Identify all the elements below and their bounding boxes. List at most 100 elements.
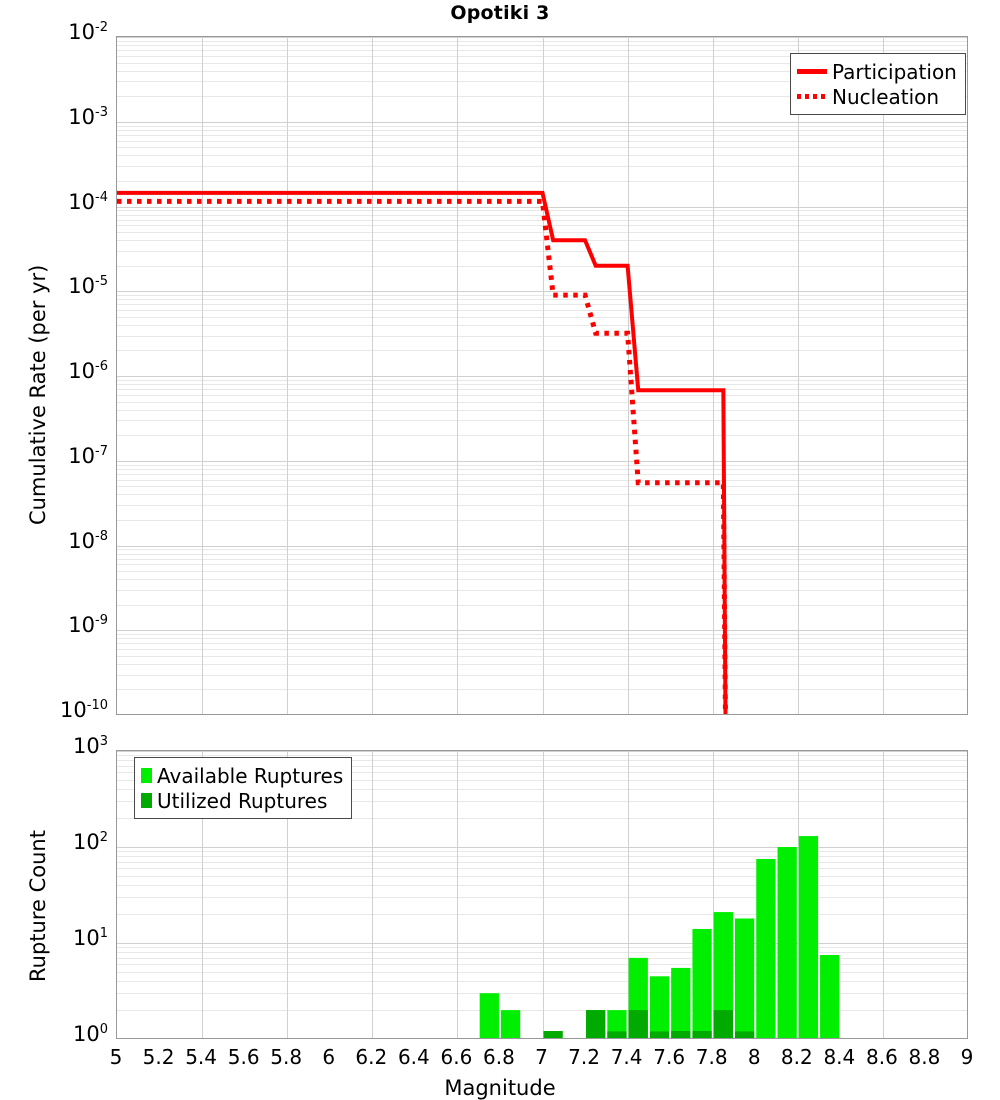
available-swatch-icon xyxy=(141,768,152,783)
legend-item-nucleation: Nucleation xyxy=(797,84,957,109)
gridline-horizontal xyxy=(117,868,967,869)
gridline-horizontal xyxy=(117,336,967,337)
y-tick-label: 10-6 xyxy=(68,359,108,383)
gridline-horizontal xyxy=(117,772,967,773)
gridline-horizontal xyxy=(117,972,967,973)
gridline-horizontal xyxy=(117,240,967,241)
gridline-vertical xyxy=(628,37,629,714)
gridline-horizontal xyxy=(117,232,967,233)
x-tick-label: 8.6 xyxy=(865,1045,898,1069)
gridline-vertical xyxy=(883,751,884,1038)
gridline-horizontal xyxy=(117,435,967,436)
gridline-horizontal xyxy=(117,505,967,506)
gridline-vertical xyxy=(202,751,203,1038)
x-tick-label: 5 xyxy=(109,1045,123,1069)
gridline-horizontal xyxy=(117,876,967,877)
y-tick-label: 103 xyxy=(72,734,108,758)
x-tick-label: 8.4 xyxy=(823,1045,856,1069)
bar-available xyxy=(734,918,755,1038)
gridline-horizontal xyxy=(117,45,967,46)
gridline-horizontal xyxy=(117,325,967,326)
gridline-horizontal xyxy=(117,546,967,547)
utilized-swatch-icon xyxy=(141,793,152,808)
legend-label-utilized-ruptures: Utilized Ruptures xyxy=(157,788,328,813)
gridline-horizontal xyxy=(117,376,967,377)
gridline-horizontal xyxy=(117,862,967,863)
gridline-horizontal xyxy=(117,465,967,466)
gridline-horizontal xyxy=(117,304,967,305)
gridline-horizontal xyxy=(117,141,967,142)
gridline-horizontal xyxy=(117,1010,967,1011)
y-tick-label: 10-3 xyxy=(68,104,108,129)
gridline-horizontal xyxy=(117,469,967,470)
x-tick-label: 7.8 xyxy=(695,1045,728,1069)
gridline-horizontal xyxy=(117,63,967,64)
gridline-horizontal xyxy=(117,155,967,156)
gridline-vertical xyxy=(202,37,203,714)
x-tick-label: 6.8 xyxy=(483,1045,515,1069)
gridline-horizontal xyxy=(117,656,967,657)
rupture-legend: Available Ruptures Utilized Ruptures xyxy=(134,757,353,819)
bar-available xyxy=(713,912,733,1038)
gridline-horizontal xyxy=(117,317,967,318)
gridline-horizontal xyxy=(117,474,967,475)
bar-available xyxy=(692,928,712,1038)
gridline-horizontal xyxy=(117,643,967,644)
bar-available xyxy=(671,967,691,1038)
gridline-horizontal xyxy=(117,751,967,752)
gridline-horizontal xyxy=(117,675,967,676)
solid-line-icon xyxy=(797,69,827,74)
x-tick-label: 7.2 xyxy=(568,1045,600,1069)
x-tick-label: 8.8 xyxy=(908,1045,941,1069)
gridline-horizontal xyxy=(117,885,967,886)
gridline-horizontal xyxy=(117,664,967,665)
gridline-horizontal xyxy=(117,480,967,481)
gridline-horizontal xyxy=(117,630,967,631)
bar-available xyxy=(798,836,819,1038)
gridline-horizontal xyxy=(117,549,967,550)
x-tick-label: 8 xyxy=(747,1045,761,1069)
y-tick-label: 10-4 xyxy=(68,189,108,214)
gridline-horizontal xyxy=(117,251,967,252)
gridline-horizontal xyxy=(117,766,967,767)
gridline-horizontal xyxy=(117,56,967,57)
gridline-horizontal xyxy=(117,564,967,565)
gridline-vertical xyxy=(798,751,799,1038)
gridline-horizontal xyxy=(117,486,967,487)
y-tick-label: 102 xyxy=(72,830,108,854)
legend-item-available-ruptures: Available Ruptures xyxy=(141,763,343,788)
gridline-vertical xyxy=(372,751,373,1038)
gridline-vertical xyxy=(543,751,544,1038)
gridline-horizontal xyxy=(117,402,967,403)
legend-label-nucleation: Nucleation xyxy=(832,84,940,109)
gridline-horizontal xyxy=(117,818,967,819)
legend-item-utilized-ruptures: Utilized Ruptures xyxy=(141,788,343,813)
gridline-horizontal xyxy=(117,856,967,857)
bar-available xyxy=(649,976,670,1038)
gridline-horizontal xyxy=(117,947,967,948)
gridline-horizontal xyxy=(117,147,967,148)
x-tick-label: 6.4 xyxy=(397,1045,430,1069)
gridline-horizontal xyxy=(117,649,967,650)
x-tick-label: 7.4 xyxy=(610,1045,643,1069)
gridline-horizontal xyxy=(117,71,967,72)
gridline-horizontal xyxy=(117,897,967,898)
gridline-horizontal xyxy=(117,81,967,82)
gridline-horizontal xyxy=(117,291,967,292)
bar-utilized xyxy=(607,1031,627,1038)
top-chart-y-axis-title: Cumulative Rate (per yr) xyxy=(26,264,50,525)
gridline-horizontal xyxy=(117,130,967,131)
x-tick-label: 5.4 xyxy=(185,1045,217,1069)
gridline-horizontal xyxy=(117,295,967,296)
gridline-horizontal xyxy=(117,494,967,495)
gridline-horizontal xyxy=(117,310,967,311)
gridline-vertical xyxy=(713,751,714,1038)
y-tick-label: 10-9 xyxy=(68,613,108,638)
gridline-horizontal xyxy=(117,299,967,300)
gridline-horizontal xyxy=(117,943,967,944)
gridline-horizontal xyxy=(117,461,967,462)
gridline-horizontal xyxy=(117,395,967,396)
bar-utilized xyxy=(628,1010,648,1038)
gridline-vertical xyxy=(457,751,458,1038)
gridline-horizontal xyxy=(117,571,967,572)
